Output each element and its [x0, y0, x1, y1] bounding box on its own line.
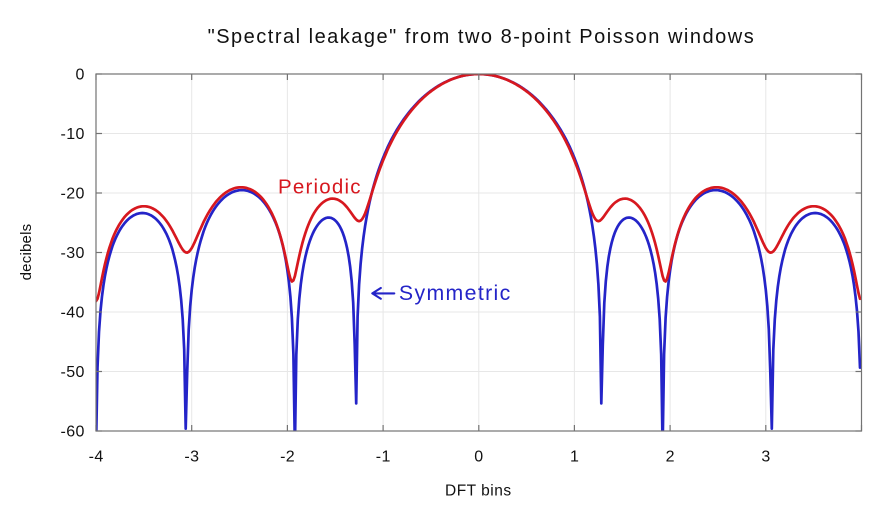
svg-text:-30: -30 — [60, 245, 84, 262]
svg-text:DFT bins: DFT bins — [445, 482, 512, 499]
svg-text:-2: -2 — [280, 448, 295, 465]
svg-text:-1: -1 — [376, 448, 391, 465]
svg-text:-20: -20 — [60, 186, 84, 203]
svg-text:-60: -60 — [60, 424, 84, 441]
svg-text:-40: -40 — [60, 305, 84, 322]
svg-text:-3: -3 — [184, 448, 199, 465]
svg-text:Periodic: Periodic — [278, 175, 362, 198]
svg-text:-4: -4 — [89, 448, 104, 465]
svg-text:0: 0 — [474, 448, 483, 465]
svg-text:-10: -10 — [60, 126, 84, 143]
svg-text:1: 1 — [570, 448, 579, 465]
svg-text:2: 2 — [666, 448, 675, 465]
svg-text:3: 3 — [761, 448, 770, 465]
svg-text:-50: -50 — [60, 364, 84, 381]
svg-text:"Spectral leakage" from two 8-: "Spectral leakage" from two 8-point Pois… — [208, 26, 756, 48]
svg-text:decibels: decibels — [18, 224, 35, 281]
svg-text:0: 0 — [75, 67, 84, 84]
svg-text:Symmetric: Symmetric — [399, 281, 512, 305]
